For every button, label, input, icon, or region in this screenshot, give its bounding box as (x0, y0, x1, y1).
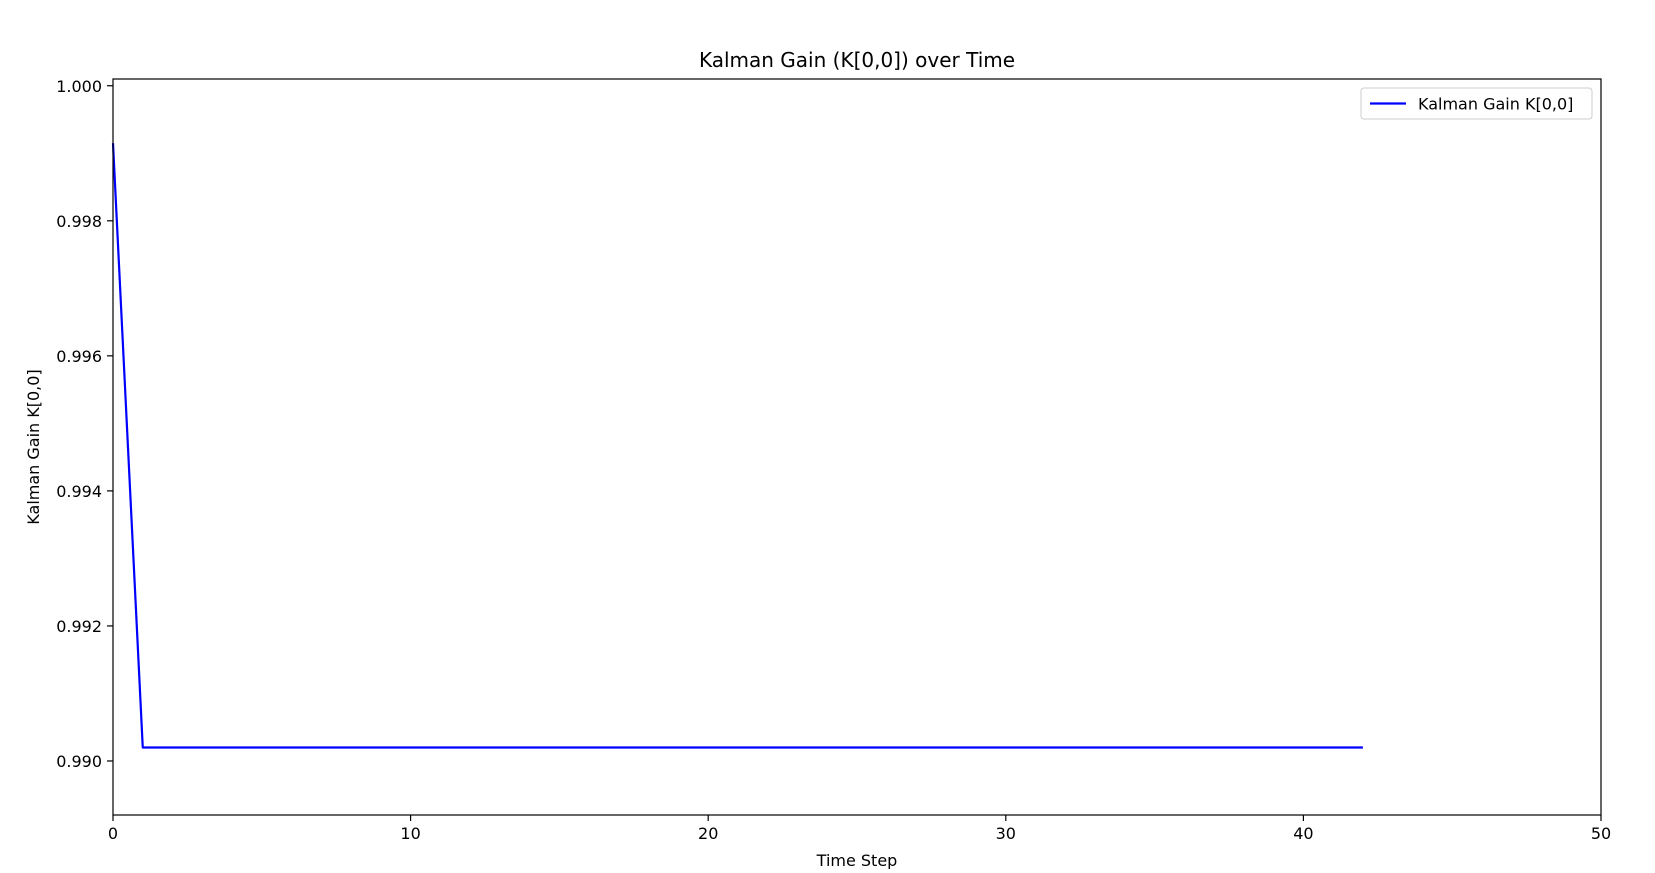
data-point (1243, 747, 1244, 748)
data-point (618, 747, 619, 748)
plot-frame (112, 78, 1602, 816)
data-point (1035, 747, 1036, 748)
x-tick-label: 30 (996, 824, 1016, 843)
data-point (946, 747, 947, 748)
data-point (470, 747, 471, 748)
data-point (559, 747, 560, 748)
data-point (142, 747, 143, 748)
legend-box (1360, 87, 1593, 120)
y-axis-label: Kalman Gain K[0,0] (24, 369, 43, 524)
data-point (975, 747, 976, 748)
data-point (767, 747, 768, 748)
data-point (708, 747, 709, 748)
data-point (1005, 747, 1006, 748)
y-tick-label: 0.990 (56, 752, 102, 771)
data-point (1184, 747, 1185, 748)
x-tick-label: 10 (400, 824, 420, 843)
chart-title: Kalman Gain (K[0,0]) over Time (699, 48, 1015, 72)
data-point (1333, 747, 1334, 748)
data-point (1124, 747, 1125, 748)
data-point (1065, 747, 1066, 748)
data-point (797, 747, 798, 748)
data-point (1273, 747, 1274, 748)
x-tick-label: 50 (1591, 824, 1611, 843)
data-point (291, 747, 292, 748)
data-point (202, 747, 203, 748)
x-tick-label: 40 (1293, 824, 1313, 843)
data-point (856, 747, 857, 748)
data-point (886, 747, 887, 748)
y-tick-label: 0.998 (56, 212, 102, 231)
data-point (1094, 747, 1095, 748)
data-point (350, 747, 351, 748)
data-point (499, 747, 500, 748)
legend: Kalman Gain K[0,0] (1360, 87, 1593, 120)
data-point (410, 747, 411, 748)
x-axis-label: Time Step (816, 851, 898, 869)
data-point (827, 747, 828, 748)
x-tick-label: 0 (108, 824, 118, 843)
data-point (916, 747, 917, 748)
data-point (321, 747, 322, 748)
y-axis-label-group: Kalman Gain K[0,0] (24, 369, 43, 524)
series-line-0 (111, 143, 1363, 749)
data-point (529, 747, 530, 748)
data-point (231, 747, 232, 748)
legend-label: Kalman Gain K[0,0] (1418, 95, 1573, 114)
data-point (172, 747, 173, 748)
y-tick-label: 0.992 (56, 617, 102, 636)
data-point (1154, 747, 1155, 748)
data-point (1303, 747, 1304, 748)
y-tick-label: 0.994 (56, 482, 102, 501)
data-point (737, 747, 738, 748)
series-layer (111, 143, 1363, 749)
data-point (648, 747, 649, 748)
data-point (380, 747, 381, 748)
data-point (261, 747, 262, 748)
data-point (1362, 747, 1363, 748)
axis-ticks: 0 10 20 30 40 50 0.990 0.992 0.994 0.996 0.998 1.00… (56, 77, 1611, 843)
data-point (440, 747, 441, 748)
x-tick-label: 20 (698, 824, 718, 843)
y-tick-label: 1.000 (56, 77, 102, 96)
data-point (678, 747, 679, 748)
y-tick-label: 0.996 (56, 347, 102, 366)
data-point (589, 747, 590, 748)
data-point (1214, 747, 1215, 748)
